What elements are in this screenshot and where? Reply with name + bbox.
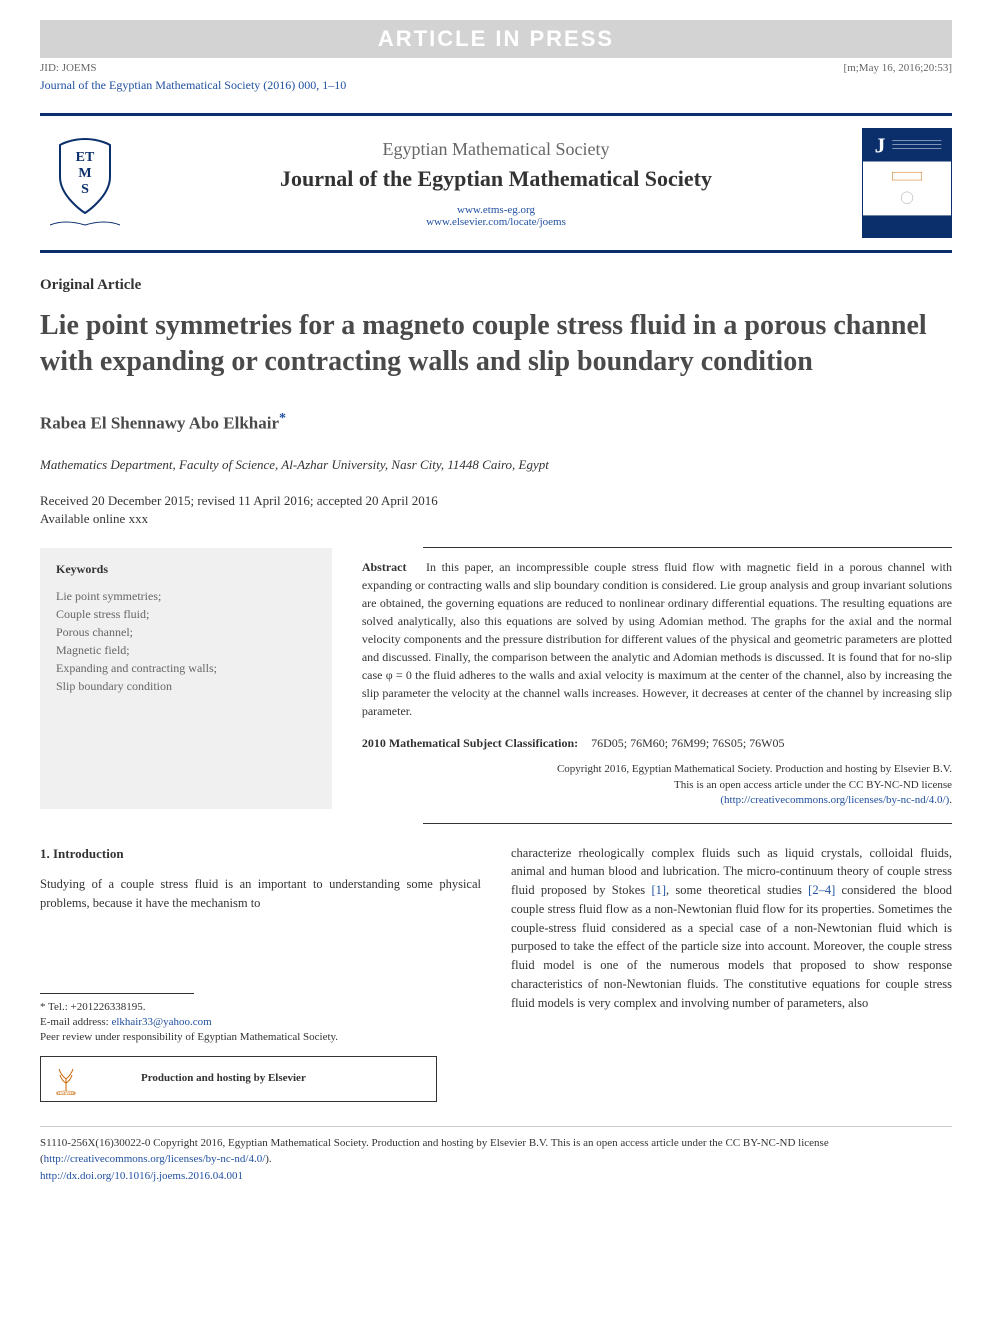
- svg-text:J: J: [875, 134, 886, 158]
- svg-text:ET: ET: [76, 150, 95, 165]
- intro-col2-text: characterize rheologically complex fluid…: [511, 844, 952, 1013]
- article-type: Original Article: [40, 277, 952, 294]
- article-in-press-banner: ARTICLE IN PRESS: [40, 20, 952, 58]
- keywords-box: Keywords Lie point symmetries; Couple st…: [40, 548, 332, 808]
- journal-header: ET M S Egyptian Mathematical Society Jou…: [40, 113, 952, 253]
- email-link[interactable]: elkhair33@yahoo.com: [111, 1016, 211, 1028]
- bottom-citation: S1110-256X(16)30022-0 Copyright 2016, Eg…: [40, 1126, 952, 1185]
- col2-post: considered the blood couple stress fluid…: [511, 883, 952, 1010]
- svg-text:M: M: [78, 166, 91, 181]
- abstract-paragraph: Abstract In this paper, an incompressibl…: [362, 558, 952, 720]
- stamp-label: [m;May 16, 2016;20:53]: [844, 62, 952, 74]
- cover-icon: J: [862, 129, 952, 237]
- citation-pages: , 1–10: [316, 78, 346, 92]
- svg-text:S: S: [81, 182, 89, 197]
- arabic-script-icon: [45, 217, 125, 229]
- journal-cover-thumbnail: J: [862, 128, 952, 238]
- abstract-label: Abstract: [362, 560, 407, 574]
- author-name: Rabea El Shennawy Abo Elkhair*: [40, 411, 952, 434]
- column-left: 1. Introduction Studying of a couple str…: [40, 844, 481, 1102]
- email-label: E-mail address:: [40, 1016, 111, 1028]
- keywords-heading: Keywords: [56, 562, 316, 577]
- article-dates: Received 20 December 2015; revised 11 Ap…: [40, 493, 952, 509]
- svg-text:ELSEVIER: ELSEVIER: [57, 1091, 76, 1095]
- production-box: ELSEVIER Production and hosting by Elsev…: [40, 1056, 437, 1102]
- footnote-tel: * Tel.: +201226338195.: [40, 1000, 481, 1015]
- author-marker: *: [279, 411, 286, 426]
- abstract-text: In this paper, an incompressible couple …: [362, 560, 952, 718]
- intro-col1-text: Studying of a couple stress fluid is an …: [40, 875, 481, 913]
- citation-volume: 000: [298, 78, 316, 92]
- intro-heading: 1. Introduction: [40, 844, 481, 864]
- abstract-box: Abstract In this paper, an incompressibl…: [362, 548, 952, 808]
- doi-link[interactable]: http://dx.doi.org/10.1016/j.joems.2016.0…: [40, 1170, 243, 1182]
- tel-value: +201226338195.: [71, 1001, 146, 1013]
- production-text: Production and hosting by Elsevier: [141, 1071, 306, 1086]
- available-online: Available online xxx: [40, 511, 952, 527]
- affiliation: Mathematics Department, Faculty of Scien…: [40, 457, 952, 473]
- copyright-block: Copyright 2016, Egyptian Mathematical So…: [362, 762, 952, 808]
- keywords-list: Lie point symmetries; Couple stress flui…: [56, 587, 316, 695]
- society-logo: ET M S: [40, 133, 130, 233]
- journal-link-1[interactable]: www.etms-eg.org: [130, 204, 862, 216]
- msc-line: 2010 Mathematical Subject Classification…: [362, 734, 952, 752]
- copyright-line2: This is an open access article under the…: [362, 778, 952, 793]
- elsevier-tree-icon: ELSEVIER: [51, 1063, 81, 1095]
- msc-label: 2010 Mathematical Subject Classification…: [362, 736, 578, 750]
- author-text: Rabea El Shennawy Abo Elkhair: [40, 413, 279, 432]
- col2-mid: , some theoretical studies: [666, 883, 808, 897]
- journal-center: Egyptian Mathematical Society Journal of…: [130, 139, 862, 228]
- ref-2-4[interactable]: [2–4]: [808, 883, 835, 897]
- journal-links: www.etms-eg.org www.elsevier.com/locate/…: [130, 204, 862, 228]
- bottom-license-link[interactable]: http://creativecommons.org/licenses/by-n…: [44, 1153, 266, 1165]
- keywords-abstract-row: Keywords Lie point symmetries; Couple st…: [40, 548, 952, 808]
- header-meta-row: JID: JOEMS [m;May 16, 2016;20:53]: [40, 62, 952, 74]
- footnote-email: E-mail address: elkhair33@yahoo.com: [40, 1015, 481, 1030]
- msc-codes: 76D05; 76M60; 76M99; 76S05; 76W05: [591, 736, 784, 750]
- article-title: Lie point symmetries for a magneto coupl…: [40, 308, 952, 381]
- ref-1[interactable]: [1]: [651, 883, 666, 897]
- shield-icon: ET M S: [50, 137, 120, 217]
- citation-line: Journal of the Egyptian Mathematical Soc…: [40, 78, 952, 93]
- body-two-column: 1. Introduction Studying of a couple str…: [40, 844, 952, 1102]
- column-right: characterize rheologically complex fluid…: [511, 844, 952, 1102]
- citation-journal: Journal of the Egyptian Mathematical Soc…: [40, 78, 298, 92]
- divider-bottom: [423, 823, 952, 824]
- society-name: Egyptian Mathematical Society: [130, 139, 862, 160]
- citation-journal-link[interactable]: Journal of the Egyptian Mathematical Soc…: [40, 78, 346, 92]
- jid-label: JID: JOEMS: [40, 62, 97, 74]
- footnote-separator: [40, 993, 194, 994]
- license-link[interactable]: (http://creativecommons.org/licenses/by-…: [720, 794, 949, 806]
- journal-name: Journal of the Egyptian Mathematical Soc…: [130, 166, 862, 192]
- copyright-line1: Copyright 2016, Egyptian Mathematical So…: [362, 762, 952, 777]
- pii-close: ).: [265, 1153, 271, 1165]
- tel-label: * Tel.:: [40, 1001, 71, 1013]
- journal-link-2[interactable]: www.elsevier.com/locate/joems: [130, 216, 862, 228]
- peer-review-note: Peer review under responsibility of Egyp…: [40, 1030, 481, 1045]
- footnote-block: * Tel.: +201226338195. E-mail address: e…: [40, 1000, 481, 1102]
